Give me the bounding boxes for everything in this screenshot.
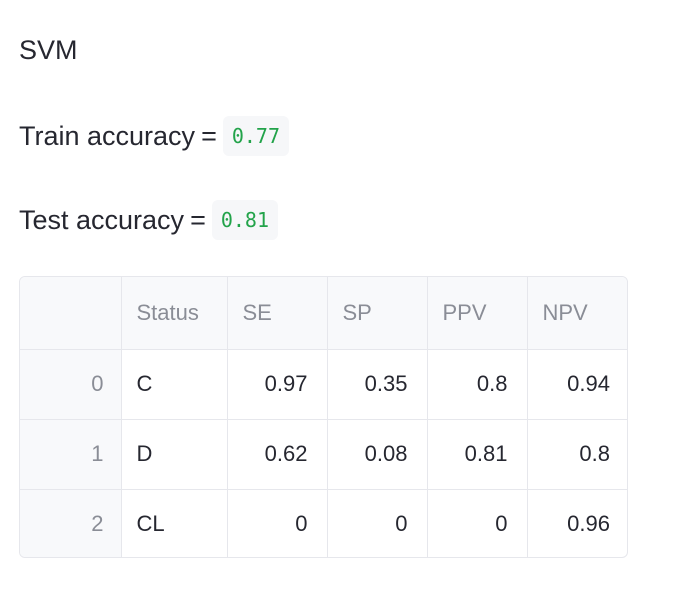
table-header: Status SE SP PPV NPV: [20, 277, 627, 350]
table-row: 1 D 0.62 0.08 0.81 0.8: [20, 419, 627, 490]
se-cell[interactable]: 0.97: [227, 349, 328, 420]
npv-cell[interactable]: 0.8: [527, 419, 627, 490]
table-row: 2 CL 0 0 0 0.96: [20, 489, 627, 557]
npv-cell[interactable]: 0.94: [527, 349, 627, 420]
header-row: Status SE SP PPV NPV: [20, 277, 627, 350]
se-cell[interactable]: 0.62: [227, 419, 328, 490]
se-column-header[interactable]: SE: [227, 277, 328, 350]
status-cell[interactable]: CL: [121, 489, 228, 557]
ppv-cell[interactable]: 0: [427, 489, 528, 557]
sp-cell[interactable]: 0: [327, 489, 428, 557]
status-cell[interactable]: D: [121, 419, 228, 490]
metrics-table-container[interactable]: Status SE SP PPV NPV 0 C 0.97 0.35 0.8 0…: [19, 276, 628, 558]
sp-cell[interactable]: 0.08: [327, 419, 428, 490]
npv-cell[interactable]: 0.96: [567, 511, 610, 537]
train-accuracy-line: Train accuracy = 0.77: [19, 116, 290, 156]
train-accuracy-value: 0.77: [222, 116, 290, 156]
row-index: 1: [20, 419, 122, 490]
train-accuracy-equals: =: [201, 121, 217, 151]
index-column-header: [20, 277, 122, 350]
npv-column-header[interactable]: NPV: [527, 277, 627, 350]
row-index: 0: [20, 349, 122, 420]
ppv-column-header[interactable]: PPV: [427, 277, 528, 350]
metrics-table: Status SE SP PPV NPV 0 C 0.97 0.35 0.8 0…: [20, 277, 627, 557]
se-cell[interactable]: 0: [227, 489, 328, 557]
row-index: 2: [20, 489, 122, 557]
status-column-header[interactable]: Status: [121, 277, 228, 350]
train-accuracy-label: Train accuracy: [19, 121, 196, 151]
status-cell[interactable]: C: [121, 349, 228, 420]
sp-column-header[interactable]: SP: [327, 277, 428, 350]
table-body: 0 C 0.97 0.35 0.8 0.94 1 D 0.62 0.08 0.8…: [20, 349, 627, 557]
test-accuracy-line: Test accuracy = 0.81: [19, 200, 279, 240]
ppv-cell[interactable]: 0.8: [427, 349, 528, 420]
test-accuracy-equals: =: [190, 205, 206, 235]
sp-cell[interactable]: 0.35: [327, 349, 428, 420]
test-accuracy-value: 0.81: [211, 200, 279, 240]
model-title: SVM: [19, 35, 78, 65]
ppv-cell[interactable]: 0.81: [427, 419, 528, 490]
table-row: 0 C 0.97 0.35 0.8 0.94: [20, 349, 627, 420]
test-accuracy-label: Test accuracy: [19, 205, 185, 235]
